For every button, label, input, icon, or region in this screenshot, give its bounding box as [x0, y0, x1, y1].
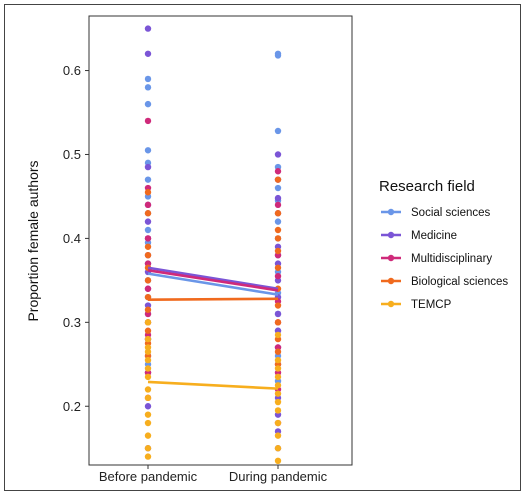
data-point [145, 328, 151, 334]
data-point [145, 25, 151, 31]
data-point [145, 307, 151, 313]
data-point [145, 374, 151, 380]
data-point [145, 235, 151, 241]
data-point [145, 227, 151, 233]
data-point [145, 336, 151, 342]
data-point [275, 349, 281, 355]
data-point [275, 390, 281, 396]
y-axis-title: Proportion female authors [25, 160, 41, 321]
data-point [145, 118, 151, 124]
y-tick-label: 0.4 [63, 231, 81, 246]
data-point [145, 164, 151, 170]
data-point [275, 420, 281, 426]
data-point [275, 458, 281, 464]
y-tick-label: 0.5 [63, 147, 81, 162]
data-point [145, 286, 151, 292]
y-axis: 0.2 0.3 0.4 0.5 0.6 [63, 63, 89, 414]
data-point [145, 76, 151, 82]
legend-label: TEMCP [411, 299, 452, 311]
data-point [275, 399, 281, 405]
data-point [145, 403, 151, 409]
data-point [275, 265, 281, 271]
data-point [275, 357, 281, 363]
data-point [145, 147, 151, 153]
legend-swatch-point [388, 301, 394, 307]
data-point [275, 235, 281, 241]
legend-title: Research field [379, 178, 475, 195]
data-point [275, 273, 281, 279]
data-point [145, 453, 151, 459]
legend-swatch-point [388, 232, 394, 238]
data-point [275, 374, 281, 380]
data-point [275, 311, 281, 317]
data-point [275, 407, 281, 413]
data-point [145, 176, 151, 182]
data-point [275, 168, 281, 174]
data-point [275, 195, 281, 201]
x-axis: Before pandemic During pandemic [99, 465, 328, 484]
data-point [275, 332, 281, 338]
data-point [145, 349, 151, 355]
data-point [275, 302, 281, 308]
x-tick-label: Before pandemic [99, 469, 198, 484]
data-point [275, 210, 281, 216]
plot-panel [89, 16, 352, 465]
data-point [145, 84, 151, 90]
data-point [145, 202, 151, 208]
legend: Research field Social sciences Medicine Mu… [379, 178, 508, 311]
data-point [275, 319, 281, 325]
y-tick-label: 0.2 [63, 399, 81, 414]
data-point [275, 227, 281, 233]
data-point [145, 101, 151, 107]
legend-swatch-point [388, 255, 394, 261]
data-point [275, 52, 281, 58]
y-tick-label: 0.3 [63, 315, 81, 330]
data-point [275, 128, 281, 134]
legend-swatch-point [388, 209, 394, 215]
data-point [145, 386, 151, 392]
data-point [145, 51, 151, 57]
legend-label: Social sciences [411, 207, 491, 219]
x-tick-label: During pandemic [229, 469, 328, 484]
data-point [275, 185, 281, 191]
data-point [275, 432, 281, 438]
data-point [145, 277, 151, 283]
legend-label: Biological sciences [411, 276, 508, 288]
data-point [275, 202, 281, 208]
data-point [145, 445, 151, 451]
data-point [275, 365, 281, 371]
data-point [275, 218, 281, 224]
data-point [145, 420, 151, 426]
data-point [275, 176, 281, 182]
data-point [145, 357, 151, 363]
data-point [145, 319, 151, 325]
data-point [145, 395, 151, 401]
data-point [275, 445, 281, 451]
data-point [145, 210, 151, 216]
legend-swatch-point [388, 278, 394, 284]
data-point [145, 252, 151, 258]
legend-label: Multidisciplinary [411, 253, 492, 265]
legend-label: Medicine [411, 230, 457, 242]
data-point [145, 411, 151, 417]
data-point [145, 218, 151, 224]
mean-line [148, 299, 278, 300]
data-point [145, 189, 151, 195]
data-point [275, 151, 281, 157]
data-point [145, 432, 151, 438]
data-point [275, 248, 281, 254]
data-point [145, 244, 151, 250]
data-point [145, 365, 151, 371]
y-tick-label: 0.6 [63, 63, 81, 78]
